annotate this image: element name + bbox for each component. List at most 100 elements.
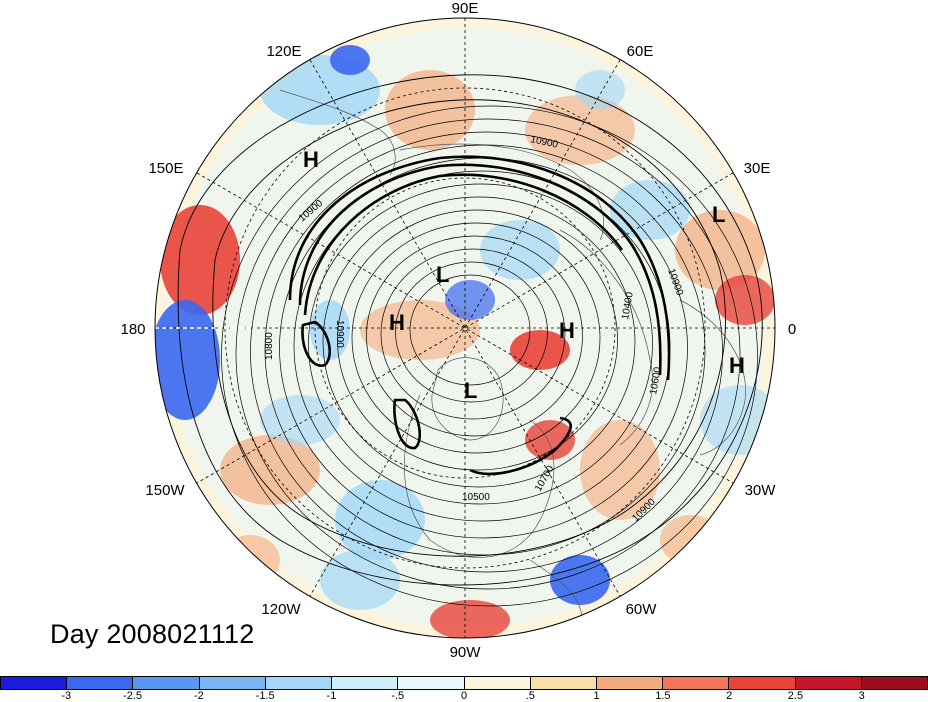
anomaly-blob [360,300,480,360]
height-contour [395,261,548,403]
height-contour [351,222,601,454]
colorbar-swatch [795,676,862,690]
pressure-center-label: H [559,318,575,343]
meridian-120e-60w [309,59,621,597]
longitude-labels: 90E 120E 60E 150E 30E 180 0 150W 30W 120… [120,0,796,661]
colorbar-swatch [596,676,664,690]
anomaly-blob [480,220,560,280]
colorbar-swatch [729,676,796,690]
anomaly-blob [160,205,240,315]
anomaly-blob [220,535,280,585]
colorbar-swatch [530,676,597,690]
height-contour [235,118,741,590]
colorbar-swatch [861,676,928,690]
height-contour-outer [177,74,763,586]
colorbar-tick-label: 2 [726,690,733,702]
coastline-asia-east [279,89,396,176]
colorbar-swatch [265,676,333,690]
pressure-center-labels: H L L H H H L [303,147,745,403]
coastline-greenland [431,357,504,441]
anomaly-field [155,18,775,638]
height-contour [221,105,758,607]
anomaly-blob [580,420,660,520]
longitude-label-left-upper: 150E [148,160,183,177]
anomaly-blob [525,95,635,165]
longitude-label-upper-right: 60E [627,43,654,60]
colorbar-tick-label: -.5 [391,690,405,702]
colorbar-swatch [133,676,200,690]
colorbar-tick-label: 1.5 [655,690,671,702]
anomaly-blob [260,395,340,445]
colorbar-tick-label: 3 [858,690,865,702]
colorbar-tick-label: -2 [193,690,204,702]
pressure-center-label: H [389,310,405,335]
colorbar-tick-labels: -3 -2.5 -2 -1.5 -1 -.5 0 .5 1 1.5 2 2.5 3 [0,690,928,702]
longitude-label-lower-right: 60W [626,601,658,618]
jet-stream-band-3 [303,173,624,316]
contour-label: 10900 [334,320,345,348]
anomaly-blob [660,515,720,565]
longitude-label-left-lower: 150W [145,482,185,499]
coastline-eurasia [399,143,654,446]
anomaly-blob [385,70,475,150]
contour-label: 10400 [620,291,636,321]
colorbar-swatch [464,676,531,690]
height-contour [322,196,636,488]
anomaly-blob [330,45,370,75]
height-contour [308,183,653,505]
jet-stream-atlantic [469,416,572,476]
height-contour [380,248,566,420]
colorbar-tick-label: 0 [460,690,468,702]
pressure-center-label: L [712,202,725,227]
height-contour [337,209,618,471]
anomaly-blob [320,550,400,610]
longitude-label-left: 180 [120,321,145,338]
jet-blob-west [301,320,331,367]
anomaly-blob [575,70,625,110]
colorbar-swatch [332,676,399,690]
anomaly-blob [445,280,495,320]
colorbar-tick-label: 2.5 [787,690,804,702]
meridian-60e-120w [309,59,621,597]
pressure-center-label: L [464,378,477,403]
jet-blob-pacific [393,398,421,450]
longitude-label-bottom: 90W [450,644,482,661]
colorbar-swatch [663,676,730,690]
meridian-30e-150w [196,172,734,484]
anomaly-blob [430,600,510,638]
anomaly-blob [220,435,320,505]
pressure-center-label: H [303,147,319,172]
colorbar-swatch [67,676,134,690]
anomaly-blob [550,555,610,605]
height-contour [250,131,723,573]
pressure-center-label: H [729,353,745,378]
anomaly-blob [155,300,220,420]
coastlines [279,89,746,631]
colorbar-tick-label: -2.5 [123,690,143,702]
colorbar-tick-label: -1 [326,690,337,702]
colorbar-tick-label: -3 [61,690,72,702]
contour-label: 10500 [462,492,490,503]
anomaly-blobs [155,28,775,638]
longitude-label-top: 90E [452,0,479,17]
colorbar-tick-label: .5 [525,690,535,702]
longitude-label-right-lower: 30W [745,482,777,499]
anomaly-blob [525,420,575,460]
colorbar-swatch [199,676,266,690]
jet-stream-contours [288,155,671,476]
anomaly-blob [510,330,570,370]
height-contour [366,235,583,437]
map-boundary [154,17,776,639]
graticule [155,18,775,638]
colorbar-tick-label: 1 [593,690,600,702]
colorbar-swatch [398,676,465,690]
height-contour-outer [212,99,726,557]
colorbar-tick-label: -1.5 [255,690,275,702]
colorbar [0,676,928,690]
jet-stream-band-2 [298,163,662,376]
meridian-150e-30w [196,172,734,484]
plot-title: Day 2008021112 [50,619,255,649]
height-contour [409,274,531,386]
anomaly-blob [715,275,775,325]
